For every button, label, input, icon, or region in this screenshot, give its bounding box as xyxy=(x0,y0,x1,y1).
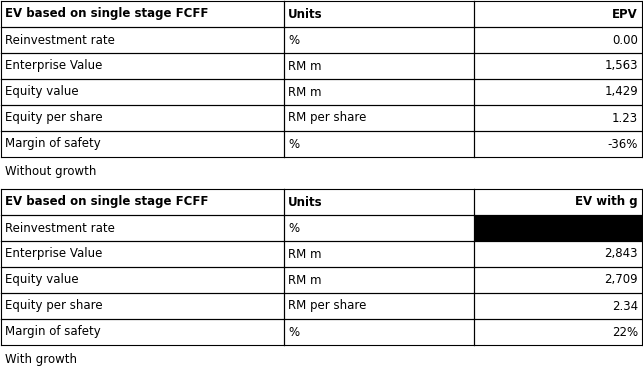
Text: 2,843: 2,843 xyxy=(604,247,638,261)
Text: Margin of safety: Margin of safety xyxy=(5,326,101,338)
Text: EPV: EPV xyxy=(612,8,638,21)
Text: Equity per share: Equity per share xyxy=(5,112,103,124)
Text: 2.34: 2.34 xyxy=(612,300,638,312)
Text: %: % xyxy=(288,221,299,235)
Text: RM per share: RM per share xyxy=(288,300,367,312)
Text: %: % xyxy=(288,326,299,338)
Text: 1,429: 1,429 xyxy=(604,85,638,99)
Text: -36%: -36% xyxy=(608,138,638,150)
Text: Enterprise Value: Enterprise Value xyxy=(5,247,102,261)
Text: 0.00: 0.00 xyxy=(612,33,638,47)
Text: Equity value: Equity value xyxy=(5,85,78,99)
Text: With growth: With growth xyxy=(5,353,77,365)
Text: RM m: RM m xyxy=(288,85,322,99)
Text: Equity value: Equity value xyxy=(5,273,78,287)
Text: %: % xyxy=(288,33,299,47)
Text: 1.23: 1.23 xyxy=(612,112,638,124)
Text: Equity per share: Equity per share xyxy=(5,300,103,312)
Text: 1,563: 1,563 xyxy=(604,59,638,73)
Bar xyxy=(474,215,642,241)
Text: 2,709: 2,709 xyxy=(604,273,638,287)
Text: Margin of safety: Margin of safety xyxy=(5,138,101,150)
Text: Reinvestment rate: Reinvestment rate xyxy=(5,33,115,47)
Text: RM m: RM m xyxy=(288,59,322,73)
Text: RM per share: RM per share xyxy=(288,112,367,124)
Text: EV based on single stage FCFF: EV based on single stage FCFF xyxy=(5,8,208,21)
Text: Without growth: Without growth xyxy=(5,165,96,177)
Text: 22%: 22% xyxy=(612,326,638,338)
Text: EV based on single stage FCFF: EV based on single stage FCFF xyxy=(5,196,208,209)
Text: Reinvestment rate: Reinvestment rate xyxy=(5,221,115,235)
Text: RM m: RM m xyxy=(288,247,322,261)
Text: EV with g: EV with g xyxy=(575,196,638,209)
Text: Units: Units xyxy=(288,196,323,209)
Text: %: % xyxy=(288,138,299,150)
Text: RM m: RM m xyxy=(288,273,322,287)
Text: Units: Units xyxy=(288,8,323,21)
Text: Enterprise Value: Enterprise Value xyxy=(5,59,102,73)
